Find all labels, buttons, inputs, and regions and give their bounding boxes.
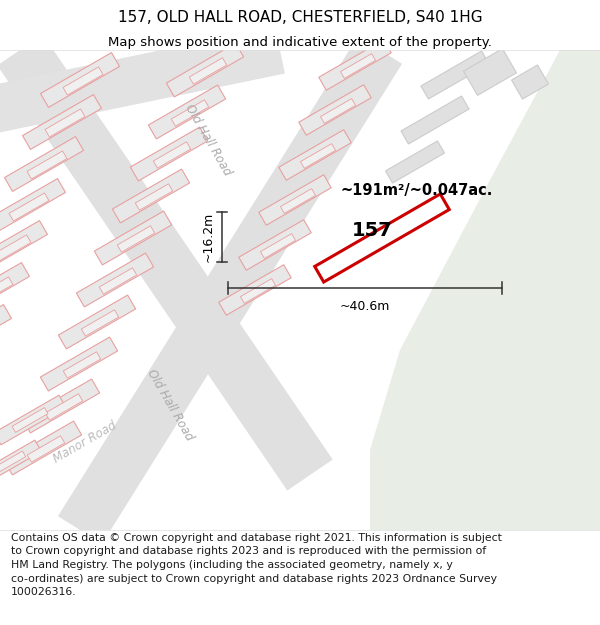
Polygon shape	[260, 234, 296, 258]
Polygon shape	[94, 211, 172, 265]
Polygon shape	[130, 127, 208, 181]
Polygon shape	[189, 58, 227, 84]
Polygon shape	[0, 235, 31, 263]
Polygon shape	[0, 304, 11, 359]
Text: ~16.2m: ~16.2m	[202, 212, 215, 262]
Polygon shape	[81, 310, 119, 336]
Polygon shape	[58, 295, 136, 349]
Polygon shape	[22, 379, 100, 433]
Polygon shape	[40, 52, 119, 107]
Polygon shape	[4, 421, 82, 475]
Polygon shape	[117, 226, 155, 253]
Text: Map shows position and indicative extent of the property.: Map shows position and indicative extent…	[108, 36, 492, 49]
Polygon shape	[45, 109, 85, 137]
Text: 157: 157	[352, 221, 392, 239]
Polygon shape	[0, 395, 66, 445]
Polygon shape	[99, 268, 137, 294]
Polygon shape	[135, 184, 173, 210]
Polygon shape	[299, 85, 371, 135]
Polygon shape	[0, 451, 26, 473]
Polygon shape	[464, 49, 517, 96]
Polygon shape	[9, 193, 49, 221]
Text: Old Hall Road: Old Hall Road	[182, 102, 233, 178]
Polygon shape	[421, 51, 489, 99]
Polygon shape	[22, 94, 101, 149]
Polygon shape	[0, 26, 285, 134]
Polygon shape	[148, 85, 226, 139]
Polygon shape	[45, 394, 83, 420]
Polygon shape	[76, 253, 154, 307]
Polygon shape	[301, 144, 335, 168]
Polygon shape	[0, 277, 13, 305]
Polygon shape	[58, 36, 402, 544]
Polygon shape	[0, 179, 65, 233]
Polygon shape	[401, 96, 469, 144]
Polygon shape	[239, 220, 311, 270]
Text: ~40.6m: ~40.6m	[340, 300, 390, 313]
Polygon shape	[280, 189, 316, 213]
Polygon shape	[0, 34, 333, 491]
Text: Old Hall Road: Old Hall Road	[145, 367, 196, 443]
Polygon shape	[27, 151, 67, 179]
Polygon shape	[512, 65, 548, 99]
Polygon shape	[63, 352, 101, 378]
Text: Manor Road: Manor Road	[51, 419, 119, 466]
Polygon shape	[219, 265, 291, 315]
Polygon shape	[166, 43, 244, 97]
Polygon shape	[319, 40, 391, 90]
Polygon shape	[241, 279, 275, 303]
Polygon shape	[0, 440, 41, 484]
Polygon shape	[40, 337, 118, 391]
Polygon shape	[112, 169, 190, 223]
Text: 157, OLD HALL ROAD, CHESTERFIELD, S40 1HG: 157, OLD HALL ROAD, CHESTERFIELD, S40 1H…	[118, 10, 482, 25]
Polygon shape	[153, 142, 191, 168]
Polygon shape	[0, 262, 29, 318]
Polygon shape	[259, 175, 331, 225]
Polygon shape	[27, 436, 65, 462]
Polygon shape	[279, 130, 351, 180]
Text: Contains OS data © Crown copyright and database right 2021. This information is : Contains OS data © Crown copyright and d…	[11, 533, 502, 598]
Polygon shape	[0, 221, 47, 276]
Polygon shape	[63, 67, 103, 95]
Polygon shape	[340, 54, 376, 78]
Text: ~191m²/~0.047ac.: ~191m²/~0.047ac.	[340, 182, 493, 198]
Polygon shape	[386, 141, 445, 183]
Polygon shape	[320, 99, 356, 123]
Polygon shape	[370, 50, 600, 530]
Polygon shape	[171, 100, 209, 126]
Polygon shape	[12, 408, 48, 432]
Polygon shape	[4, 137, 83, 191]
Polygon shape	[315, 194, 449, 282]
